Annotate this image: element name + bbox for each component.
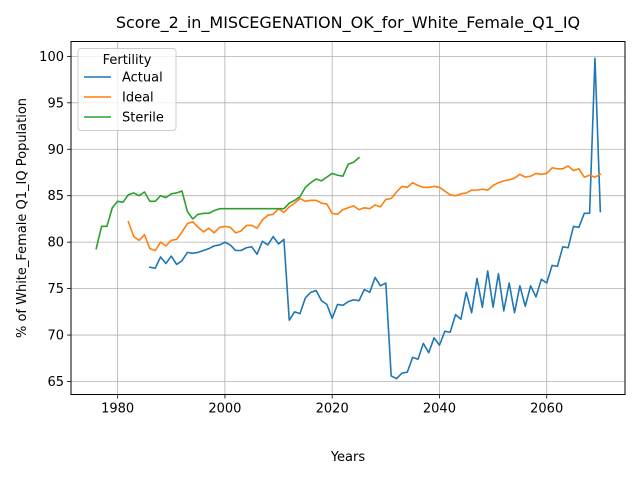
y-axis-ticks: 65 70 75 80 85 90 95 100 xyxy=(39,50,71,390)
y-tick-label: 75 xyxy=(47,282,64,297)
x-tick-label: 2040 xyxy=(423,402,456,417)
x-axis-ticks: 1980 2000 2020 2040 2060 xyxy=(101,394,563,417)
legend-items: Actual Ideal Sterile xyxy=(84,71,164,126)
series-line-actual xyxy=(148,57,602,380)
series-lines xyxy=(95,57,602,380)
legend-label-ideal: Ideal xyxy=(122,91,154,106)
y-axis-title: % of White_Female Q1_IQ Population xyxy=(15,98,30,338)
y-tick-label: 95 xyxy=(47,96,64,111)
x-tick-label: 2060 xyxy=(530,402,563,417)
y-tick-label: 85 xyxy=(47,189,64,204)
x-tick-label: 2000 xyxy=(208,402,241,417)
y-tick-label: 65 xyxy=(47,375,64,390)
y-tick-label: 70 xyxy=(47,329,64,344)
x-axis-title: Years xyxy=(330,450,366,465)
x-tick-label: 1980 xyxy=(101,402,134,417)
y-tick-label: 80 xyxy=(47,236,64,251)
legend-title: Fertility xyxy=(103,53,152,68)
plot-frame xyxy=(70,41,626,395)
chart-title: Score_2_in_MISCEGENATION_OK_for_White_Fe… xyxy=(116,13,580,33)
grid xyxy=(71,41,625,395)
legend-box xyxy=(77,48,177,131)
legend-label-sterile: Sterile xyxy=(122,111,164,126)
x-tick-label: 2020 xyxy=(316,402,349,417)
y-tick-label: 90 xyxy=(47,143,64,158)
legend: Fertility Actual Ideal Sterile xyxy=(77,48,177,131)
y-tick-label: 100 xyxy=(39,50,64,65)
legend-label-actual: Actual xyxy=(122,71,163,86)
series-line-sterile xyxy=(95,156,361,250)
series-line-ideal xyxy=(127,165,602,252)
